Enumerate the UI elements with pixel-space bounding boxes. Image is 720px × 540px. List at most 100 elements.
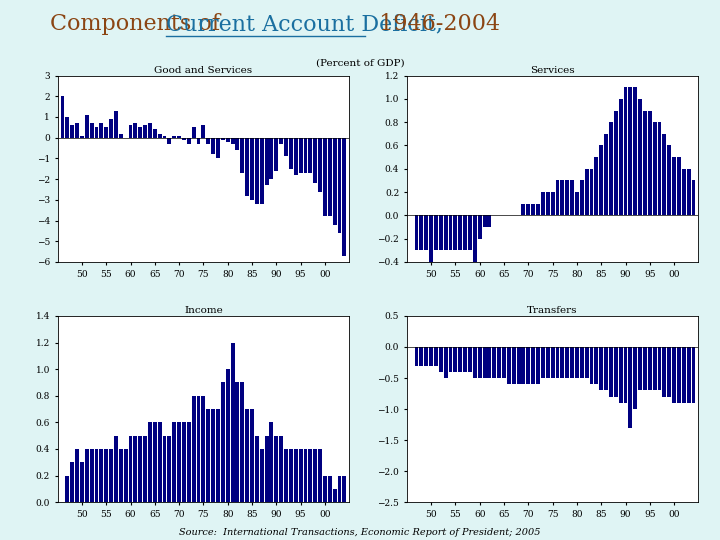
Bar (299, 449, 302, 502)
Bar (129, 125, 132, 138)
Bar (172, 136, 176, 138)
Bar (240, 138, 244, 173)
Bar (168, 138, 171, 144)
Bar (599, 145, 603, 215)
Bar (153, 422, 157, 502)
Bar (284, 449, 288, 502)
Bar (304, 449, 307, 502)
Bar (197, 396, 200, 502)
Bar (609, 347, 613, 396)
Bar (536, 204, 540, 215)
Bar (207, 138, 210, 144)
Bar (590, 347, 593, 384)
Bar (604, 134, 608, 215)
Bar (629, 347, 632, 428)
Bar (158, 133, 161, 138)
Bar (94, 449, 99, 502)
Bar (246, 138, 249, 195)
Bar (211, 138, 215, 154)
Bar (148, 123, 152, 138)
Bar (323, 476, 327, 502)
Bar (75, 449, 79, 502)
Bar (308, 138, 312, 173)
Bar (308, 449, 312, 502)
Bar (687, 168, 690, 215)
Bar (682, 347, 685, 403)
Bar (85, 115, 89, 138)
Bar (226, 369, 230, 502)
Bar (463, 347, 467, 372)
Text: Components of Current Account Deficit,  1946-2004: Components of Current Account Deficit, 1… (50, 14, 639, 35)
Bar (163, 436, 166, 502)
Bar (662, 347, 666, 396)
Bar (148, 422, 152, 502)
Bar (104, 449, 108, 502)
Bar (473, 347, 477, 378)
Bar (420, 215, 423, 250)
Text: (Percent of GDP): (Percent of GDP) (315, 58, 405, 68)
Bar (279, 138, 283, 144)
Bar (512, 347, 516, 384)
Bar (551, 347, 554, 378)
Bar (294, 138, 297, 175)
Bar (333, 138, 336, 225)
Bar (585, 347, 588, 378)
Bar (580, 180, 584, 215)
Bar (614, 347, 618, 396)
Bar (250, 138, 254, 200)
Bar (226, 138, 230, 142)
Bar (648, 347, 652, 390)
Bar (119, 133, 122, 138)
Bar (168, 436, 171, 502)
Bar (313, 138, 317, 183)
Bar (235, 382, 239, 502)
Title: Good and Services: Good and Services (154, 66, 253, 75)
Bar (114, 436, 118, 502)
Bar (177, 422, 181, 502)
Bar (138, 436, 142, 502)
Bar (482, 215, 487, 227)
Bar (653, 347, 657, 390)
Bar (294, 449, 297, 502)
Bar (667, 347, 671, 396)
Bar (653, 122, 657, 215)
Bar (323, 138, 327, 217)
Bar (94, 127, 99, 138)
Bar (138, 127, 142, 138)
Bar (454, 215, 457, 250)
Bar (99, 123, 103, 138)
Bar (182, 422, 186, 502)
Bar (590, 168, 593, 215)
Bar (216, 409, 220, 502)
Bar (80, 462, 84, 502)
Bar (207, 409, 210, 502)
Bar (657, 347, 662, 390)
Text: Components of: Components of (50, 14, 228, 35)
Bar (531, 204, 535, 215)
Bar (221, 382, 225, 502)
Bar (672, 347, 676, 403)
Bar (230, 138, 235, 144)
Bar (648, 111, 652, 215)
Bar (541, 347, 545, 378)
Bar (556, 347, 559, 378)
Bar (304, 138, 307, 173)
Bar (129, 436, 132, 502)
Bar (284, 138, 288, 157)
Bar (560, 180, 564, 215)
Bar (143, 436, 147, 502)
Bar (289, 449, 293, 502)
Bar (182, 138, 186, 140)
Bar (498, 347, 501, 378)
Bar (172, 422, 176, 502)
Bar (328, 476, 332, 502)
Bar (415, 215, 418, 250)
Title: Income: Income (184, 306, 222, 315)
Bar (192, 127, 196, 138)
Bar (133, 123, 138, 138)
Bar (279, 436, 283, 502)
Bar (463, 215, 467, 250)
Bar (187, 138, 191, 144)
Bar (434, 215, 438, 250)
Bar (541, 192, 545, 215)
